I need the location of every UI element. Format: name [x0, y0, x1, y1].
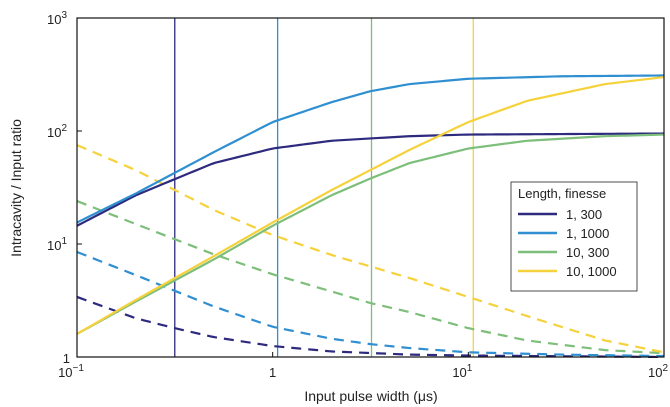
y-axis-label: Intracavity / Input ratio — [8, 119, 24, 257]
x-axis-label: Input pulse width (μs) — [304, 388, 437, 404]
curves — [76, 74, 665, 359]
y-tick-label: 101 — [47, 236, 67, 253]
x-tick-label: 1 — [269, 365, 276, 380]
legend-title: Length, finesse — [518, 186, 606, 201]
legend-label: 1, 300 — [566, 207, 602, 222]
x-axis: 10−1 1 101 102 — [58, 352, 668, 380]
series-solid-3 — [76, 75, 665, 335]
y-axis: 1 101 102 103 — [47, 10, 82, 366]
y-tick-label: 102 — [47, 123, 67, 140]
series-solid-0 — [76, 132, 665, 227]
series-dashed-1 — [76, 250, 665, 358]
marker-lines — [174, 18, 474, 357]
legend-label: 10, 300 — [566, 245, 609, 260]
y-tick-label: 1 — [63, 351, 70, 366]
series-solid-2 — [76, 133, 665, 335]
y-tick-label: 103 — [47, 10, 67, 27]
series-dashed-2 — [76, 200, 665, 355]
x-tick-label: 101 — [452, 363, 472, 380]
series-dashed-0 — [76, 295, 665, 359]
series-solid-1 — [76, 74, 665, 224]
legend-label: 10, 1000 — [566, 264, 617, 279]
legend: Length, finesse 1, 300 1, 1000 10, 300 10, … — [510, 181, 638, 292]
legend-box — [510, 181, 638, 292]
x-tick-label: 10−1 — [58, 363, 84, 380]
x-tick-label: 102 — [648, 363, 668, 380]
legend-label: 1, 1000 — [566, 226, 609, 241]
plot-frame — [76, 17, 665, 358]
series-dashed-3 — [76, 144, 665, 354]
